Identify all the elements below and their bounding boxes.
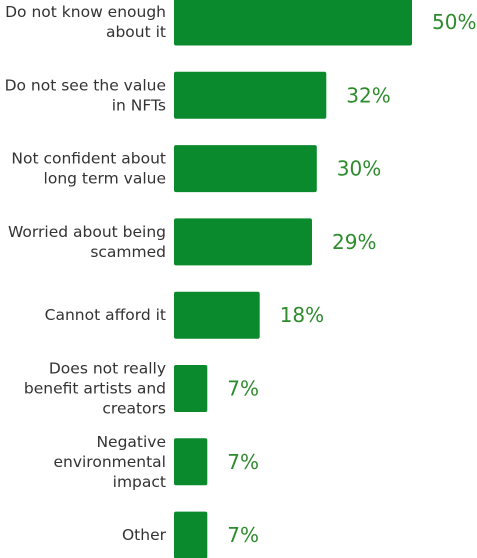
category-label-6: Negative environmental impact — [53, 433, 166, 491]
category-label-0: Do not know enough about it — [5, 3, 166, 41]
category-label-2: Not confident about long term value — [11, 150, 166, 188]
category-label-line: Does not really — [49, 360, 166, 378]
value-label-5: 7% — [227, 377, 259, 401]
bar-1 — [174, 71, 327, 119]
bar-5 — [174, 365, 208, 412]
bar-4 — [174, 291, 260, 339]
category-label-line: Do not know enough — [5, 3, 166, 21]
category-label-line: environmental — [53, 453, 166, 471]
category-label-4: Cannot afford it — [45, 306, 166, 324]
value-labels-group: 50% 32% 30% 29% 18% 7% 7% 7% — [227, 10, 476, 547]
bar-2 — [174, 145, 317, 193]
category-label-line: Negative — [96, 433, 166, 451]
category-label-line: Cannot afford it — [45, 306, 166, 324]
category-labels-group: Do not know enough about it Do not see the… — [5, 3, 167, 544]
bar-3 — [174, 218, 312, 266]
category-label-line: Do not see the value — [5, 76, 166, 94]
value-label-7: 7% — [227, 523, 259, 547]
category-label-line: impact — [113, 473, 166, 491]
category-label-line: Not confident about — [11, 150, 166, 168]
category-label-line: scammed — [90, 243, 166, 261]
category-label-line: creators — [102, 400, 166, 418]
value-label-0: 50% — [432, 10, 476, 34]
value-label-6: 7% — [227, 450, 259, 474]
category-label-7: Other — [122, 526, 167, 544]
value-label-4: 18% — [280, 303, 324, 327]
category-label-line: benefit artists and — [24, 380, 166, 398]
value-label-1: 32% — [346, 83, 390, 107]
bar-7 — [174, 511, 208, 558]
category-label-3: Worried about being scammed — [8, 223, 166, 261]
bars-group — [174, 0, 412, 558]
category-label-line: Worried about being — [8, 223, 166, 241]
bar-6 — [174, 438, 208, 486]
category-label-line: in NFTs — [112, 96, 166, 114]
bar-0 — [174, 0, 412, 46]
value-label-2: 30% — [337, 157, 381, 181]
category-label-line: Other — [122, 526, 167, 544]
category-label-5: Does not really benefit artists and creato… — [24, 360, 166, 418]
category-label-1: Do not see the value in NFTs — [5, 76, 166, 114]
category-label-line: long term value — [44, 170, 166, 188]
category-label-line: about it — [106, 23, 166, 41]
value-label-3: 29% — [332, 230, 376, 254]
